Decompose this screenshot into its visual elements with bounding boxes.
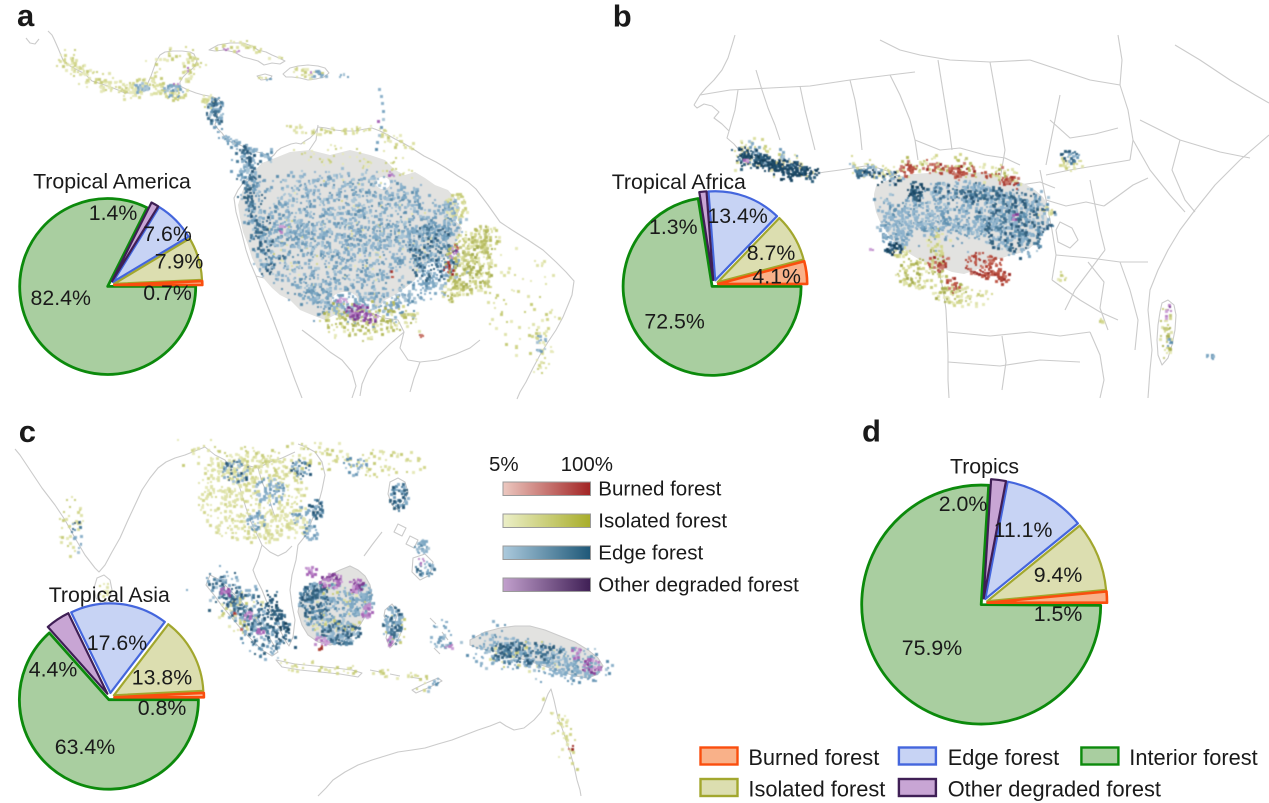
svg-text:Tropics: Tropics (950, 454, 1019, 478)
svg-text:Tropical Africa: Tropical Africa (612, 170, 746, 194)
svg-text:Isolated forest: Isolated forest (598, 510, 727, 533)
svg-text:0.8%: 0.8% (138, 696, 187, 720)
svg-text:82.4%: 82.4% (31, 286, 91, 310)
svg-text:9.4%: 9.4% (1034, 563, 1083, 587)
svg-text:63.4%: 63.4% (55, 735, 115, 759)
svg-text:d: d (862, 414, 881, 449)
svg-text:Other degraded forest: Other degraded forest (598, 574, 799, 597)
svg-text:4.1%: 4.1% (752, 265, 801, 289)
svg-text:Burned forest: Burned forest (598, 478, 721, 501)
svg-text:0.7%: 0.7% (143, 281, 192, 305)
svg-text:11.1%: 11.1% (994, 518, 1053, 542)
svg-text:7.6%: 7.6% (143, 222, 192, 246)
svg-text:13.4%: 13.4% (707, 204, 767, 228)
svg-text:c: c (19, 414, 36, 449)
svg-text:8.7%: 8.7% (747, 241, 796, 265)
svg-text:2.0%: 2.0% (939, 492, 988, 516)
svg-text:13.8%: 13.8% (132, 666, 192, 690)
svg-text:7.9%: 7.9% (155, 250, 204, 274)
svg-text:5%: 5% (489, 453, 519, 476)
svg-text:Edge forest: Edge forest (598, 542, 703, 565)
svg-text:1.4%: 1.4% (89, 201, 138, 225)
svg-text:Edge forest: Edge forest (948, 745, 1059, 770)
svg-text:100%: 100% (561, 453, 613, 476)
svg-text:Burned forest: Burned forest (748, 745, 879, 770)
svg-text:1.3%: 1.3% (649, 215, 698, 239)
svg-text:Interior forest: Interior forest (1129, 745, 1257, 770)
svg-text:Other degraded forest: Other degraded forest (948, 777, 1161, 802)
svg-text:b: b (613, 0, 632, 34)
svg-text:a: a (17, 0, 35, 33)
svg-text:17.6%: 17.6% (87, 631, 147, 655)
svg-text:4.4%: 4.4% (29, 657, 78, 681)
svg-text:Isolated forest: Isolated forest (748, 777, 885, 802)
svg-text:75.9%: 75.9% (902, 636, 962, 660)
svg-text:72.5%: 72.5% (644, 310, 704, 334)
svg-text:Tropical America: Tropical America (33, 170, 191, 194)
svg-text:Tropical Asia: Tropical Asia (49, 583, 170, 607)
svg-text:1.5%: 1.5% (1034, 602, 1083, 626)
